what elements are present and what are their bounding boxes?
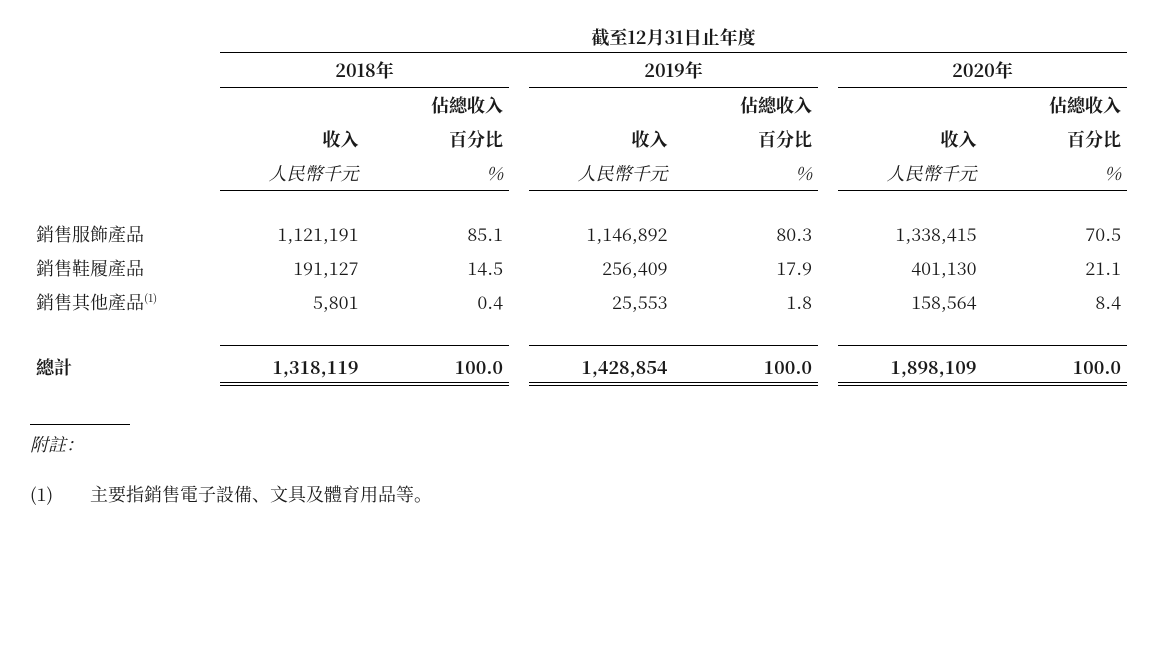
cell-value: 17.9 — [674, 251, 819, 285]
unit-row: 人民幣千元 % 人民幣千元 % 人民幣千元 % — [30, 156, 1127, 191]
unit-pct: % — [365, 156, 510, 191]
subheader-row-2: 收入 百分比 收入 百分比 收入 百分比 — [30, 122, 1127, 156]
table-row: 銷售鞋履產品 191,127 14.5 256,409 17.9 401,130… — [30, 251, 1127, 285]
table-row: 銷售其他產品(1) 5,801 0.4 25,553 1.8 158,564 8… — [30, 285, 1127, 319]
cell-value: 1.8 — [674, 285, 819, 319]
total-value: 100.0 — [983, 346, 1128, 385]
cell-value: 70.5 — [983, 217, 1128, 251]
period-header-row: 截至12月31日止年度 — [30, 20, 1127, 53]
cell-value: 401,130 — [838, 251, 983, 285]
row-label: 銷售其他產品(1) — [30, 285, 220, 319]
revenue-header: 收入 — [838, 122, 983, 156]
year-2018: 2018年 — [220, 53, 509, 88]
cell-value: 1,146,892 — [529, 217, 674, 251]
revenue-table: 截至12月31日止年度 2018年 2019年 2020年 佔總收入 佔總收入 … — [30, 20, 1127, 384]
pct-header-l2: 百分比 — [365, 122, 510, 156]
footnote-number: (1) — [30, 481, 90, 507]
total-value: 1,898,109 — [838, 346, 983, 385]
year-2020: 2020年 — [838, 53, 1127, 88]
pct-header-l1: 佔總收入 — [674, 88, 819, 123]
unit-pct: % — [983, 156, 1128, 191]
subheader-row-1: 佔總收入 佔總收入 佔總收入 — [30, 88, 1127, 123]
pct-header-l1: 佔總收入 — [365, 88, 510, 123]
unit-pct: % — [674, 156, 819, 191]
cell-value: 0.4 — [365, 285, 510, 319]
cell-value: 1,121,191 — [220, 217, 365, 251]
revenue-header: 收入 — [220, 122, 365, 156]
cell-value: 8.4 — [983, 285, 1128, 319]
cell-value: 191,127 — [220, 251, 365, 285]
year-header-row: 2018年 2019年 2020年 — [30, 53, 1127, 88]
footnote-text: 主要指銷售電子設備、文具及體育用品等。 — [90, 481, 432, 507]
pct-header-l2: 百分比 — [674, 122, 819, 156]
pct-header-l1: 佔總收入 — [983, 88, 1128, 123]
total-value: 1,318,119 — [220, 346, 365, 385]
cell-value: 158,564 — [838, 285, 983, 319]
cell-value: 5,801 — [220, 285, 365, 319]
period-title: 截至12月31日止年度 — [220, 20, 1127, 53]
total-row: 總計 1,318,119 100.0 1,428,854 100.0 1,898… — [30, 346, 1127, 385]
total-value: 1,428,854 — [529, 346, 674, 385]
row-label: 銷售鞋履產品 — [30, 251, 220, 285]
unit-revenue: 人民幣千元 — [220, 156, 365, 191]
footnote-heading: 附註： — [30, 431, 1127, 457]
footnote-item: (1) 主要指銷售電子設備、文具及體育用品等。 — [30, 481, 1127, 507]
table-row: 銷售服飾產品 1,121,191 85.1 1,146,892 80.3 1,3… — [30, 217, 1127, 251]
total-label: 總計 — [30, 346, 220, 385]
cell-value: 80.3 — [674, 217, 819, 251]
cell-value: 14.5 — [365, 251, 510, 285]
unit-revenue: 人民幣千元 — [838, 156, 983, 191]
footnote-divider — [30, 424, 130, 425]
cell-value: 21.1 — [983, 251, 1128, 285]
total-value: 100.0 — [365, 346, 510, 385]
pct-header-l2: 百分比 — [983, 122, 1128, 156]
cell-value: 1,338,415 — [838, 217, 983, 251]
cell-value: 85.1 — [365, 217, 510, 251]
cell-value: 256,409 — [529, 251, 674, 285]
revenue-header: 收入 — [529, 122, 674, 156]
unit-revenue: 人民幣千元 — [529, 156, 674, 191]
year-2019: 2019年 — [529, 53, 818, 88]
row-label: 銷售服飾產品 — [30, 217, 220, 251]
cell-value: 25,553 — [529, 285, 674, 319]
total-value: 100.0 — [674, 346, 819, 385]
